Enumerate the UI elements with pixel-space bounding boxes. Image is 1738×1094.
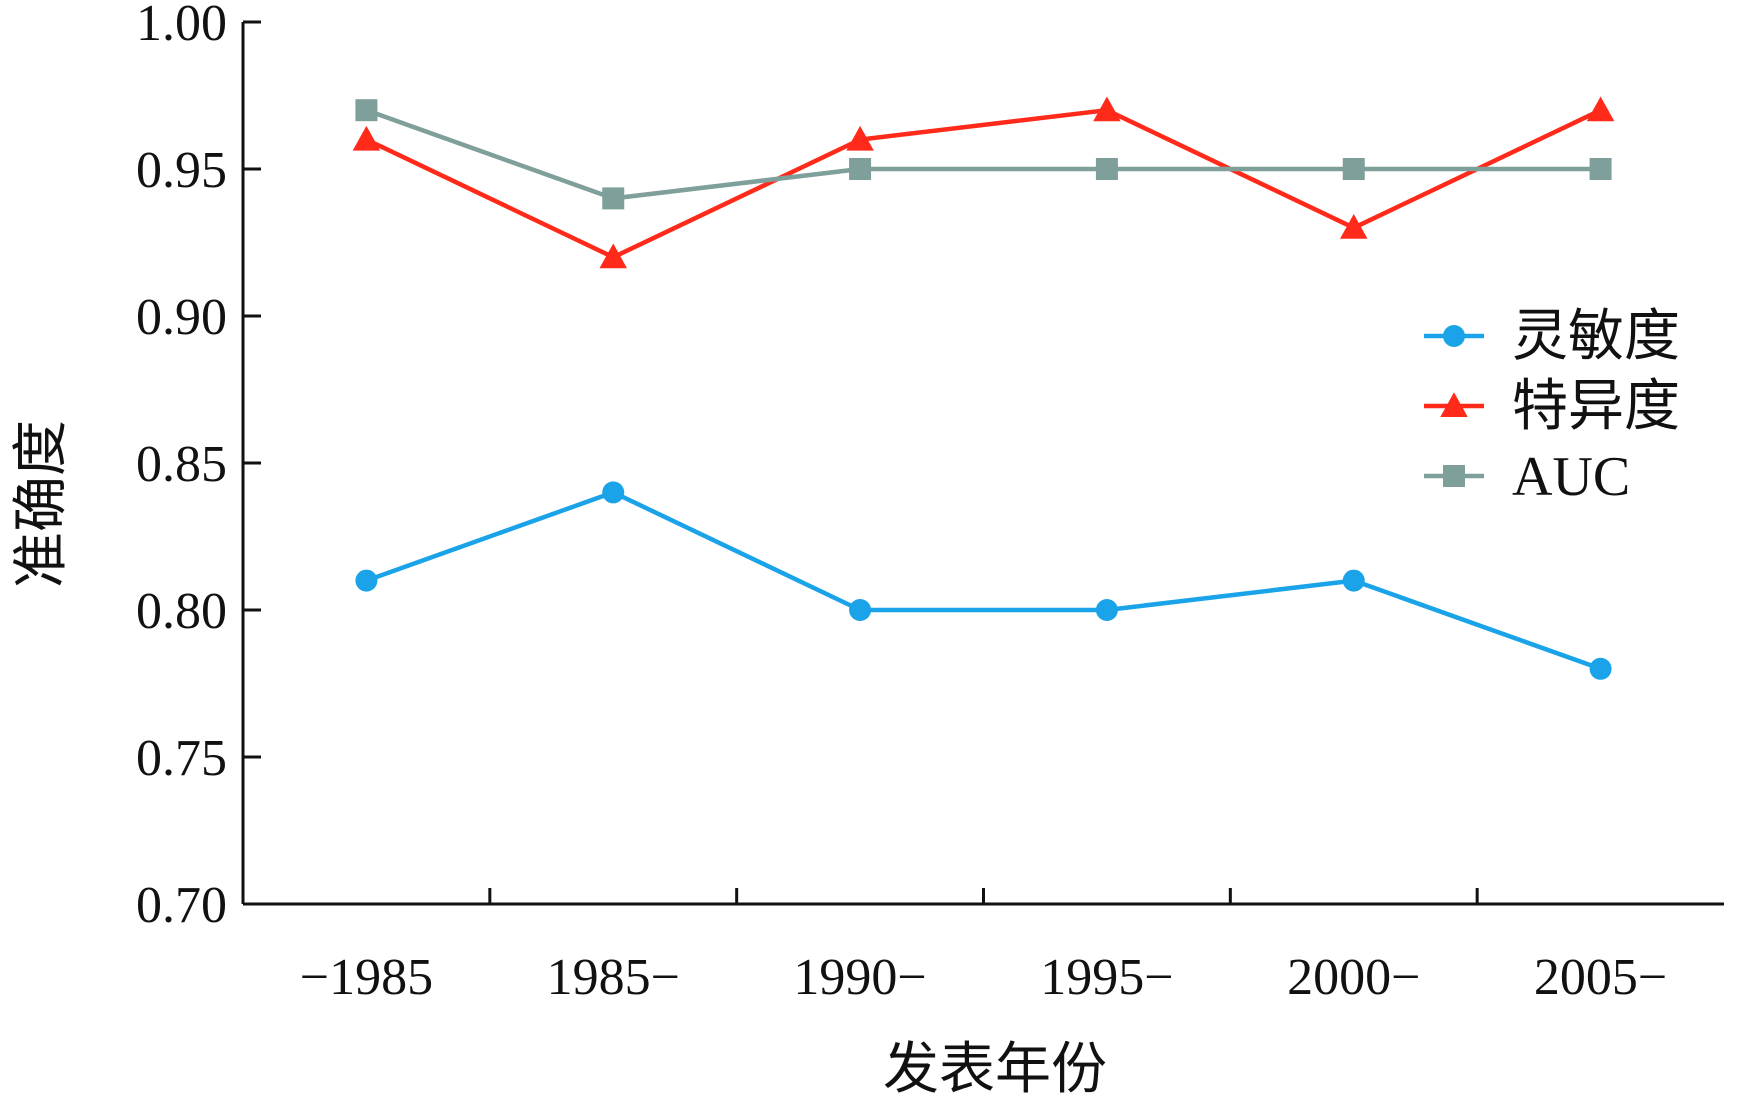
axes: 0.70 0.75 0.80 0.85 0.90 0.95 1.00 −1985 1985− 19…: [136, 0, 1724, 1006]
x-tick-label: 2000−: [1287, 949, 1420, 1006]
data-point: [1589, 158, 1612, 180]
y-tick-label: 0.85: [136, 436, 227, 493]
y-tick-label: 0.80: [136, 583, 227, 640]
data-point: [1095, 599, 1118, 621]
x-axis-title: 发表年份: [883, 1039, 1107, 1094]
legend-label: 特异度: [1512, 376, 1680, 438]
data-point: [1342, 158, 1365, 180]
y-tick-label: 0.90: [136, 289, 227, 346]
legend-marker: [1443, 465, 1465, 487]
data-point: [1589, 657, 1612, 680]
data-point: [849, 158, 872, 180]
x-tick-label: −1985: [300, 949, 433, 1006]
series-line: [365, 108, 1601, 201]
series-1: [355, 481, 1612, 680]
data-point: [352, 125, 381, 151]
legend-item: 灵敏度: [1424, 306, 1680, 368]
data-point: [1095, 158, 1118, 180]
series-line: [365, 490, 1602, 671]
data-point: [355, 99, 378, 122]
x-tick-label: 1995−: [1040, 949, 1173, 1006]
data-point: [599, 243, 627, 269]
legend-marker: [1443, 325, 1465, 347]
y-tick-label: 0.95: [136, 142, 227, 199]
series-3: [355, 99, 1612, 210]
x-tick-label: 1990−: [793, 949, 926, 1006]
series-layer: [352, 96, 1615, 680]
data-point: [846, 125, 874, 151]
y-tick-label: 0.70: [136, 877, 227, 934]
legend-label: AUC: [1512, 446, 1630, 508]
data-point: [602, 187, 625, 210]
y-tick-label: 0.75: [136, 730, 227, 787]
x-tick-label: 2005−: [1534, 949, 1667, 1006]
series-2: [352, 96, 1615, 269]
data-point: [1342, 569, 1365, 592]
data-point: [1586, 96, 1615, 122]
legend-marker: [1440, 392, 1468, 417]
data-point: [602, 481, 625, 504]
legend-item: 特异度: [1424, 376, 1680, 438]
data-point: [849, 599, 872, 621]
data-point: [355, 569, 378, 592]
y-tick-label: 1.00: [136, 0, 227, 52]
data-point: [1093, 96, 1121, 122]
y-axis-title: 准确度: [11, 420, 73, 588]
series-line: [365, 107, 1602, 260]
x-tick-label: 1985−: [547, 949, 680, 1006]
legend-label: 灵敏度: [1512, 306, 1680, 368]
data-point: [1340, 214, 1368, 239]
legend-item: AUC: [1424, 446, 1630, 508]
